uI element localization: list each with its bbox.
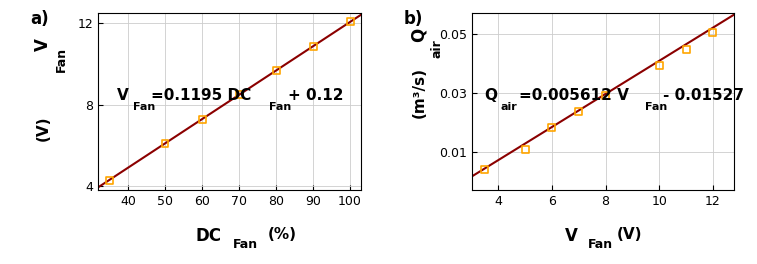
Point: [707, 31, 719, 35]
Point: [307, 44, 319, 48]
Text: =0.1195 DC: =0.1195 DC: [151, 88, 251, 103]
Point: [196, 117, 208, 121]
Point: [344, 20, 356, 24]
Point: [573, 109, 585, 114]
Text: a): a): [30, 10, 48, 28]
Point: [519, 147, 531, 151]
Text: (%): (%): [268, 227, 297, 242]
Text: Fan: Fan: [233, 238, 258, 251]
Point: [680, 47, 692, 51]
Text: Q: Q: [410, 27, 428, 41]
Text: Fan: Fan: [645, 102, 667, 112]
Point: [233, 93, 245, 97]
Text: air: air: [500, 102, 517, 112]
Text: Fan: Fan: [587, 238, 613, 251]
Point: [104, 178, 116, 182]
Point: [479, 167, 491, 172]
Text: (m³/s): (m³/s): [412, 67, 426, 118]
Text: =0.005612 V: =0.005612 V: [519, 88, 629, 103]
Text: air: air: [431, 39, 444, 58]
Point: [159, 141, 171, 145]
Text: V: V: [117, 88, 129, 103]
Text: 8: 8: [36, 93, 51, 103]
Text: + 0.12: + 0.12: [288, 88, 343, 103]
Text: Fan: Fan: [55, 47, 68, 72]
Text: Fan: Fan: [132, 102, 155, 112]
Point: [600, 93, 612, 97]
Point: [270, 68, 282, 73]
Text: Q: Q: [484, 88, 497, 103]
Text: - 0.01527: - 0.01527: [663, 88, 744, 103]
Text: V: V: [34, 39, 52, 51]
Text: (V): (V): [36, 115, 51, 141]
Point: [546, 126, 558, 130]
Text: V: V: [565, 227, 578, 245]
Text: Fan: Fan: [269, 102, 291, 112]
Text: (V): (V): [616, 227, 642, 242]
Text: b): b): [403, 10, 422, 28]
Point: [653, 64, 665, 68]
Text: DC: DC: [196, 227, 222, 245]
